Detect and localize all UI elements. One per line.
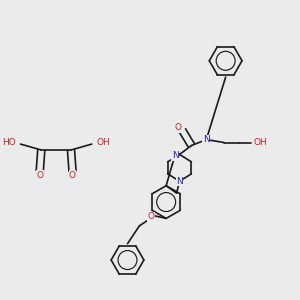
Text: O: O	[69, 171, 76, 180]
Text: N: N	[203, 135, 210, 144]
Text: O: O	[175, 123, 182, 132]
Text: OH: OH	[254, 138, 268, 147]
Text: N: N	[176, 177, 183, 186]
Text: O: O	[148, 212, 155, 221]
Text: N: N	[172, 152, 178, 160]
Text: OH: OH	[96, 138, 110, 147]
Text: HO: HO	[2, 138, 16, 147]
Text: O: O	[36, 171, 43, 180]
